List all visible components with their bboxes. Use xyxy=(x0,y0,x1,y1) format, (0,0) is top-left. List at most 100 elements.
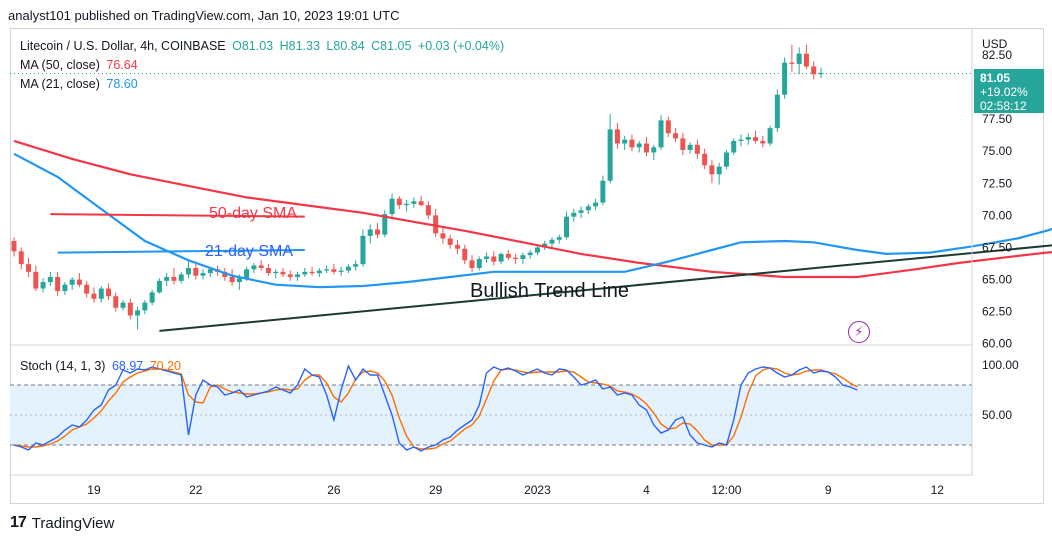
candle-body xyxy=(673,133,679,139)
ma21-line xyxy=(13,152,1052,289)
candle-body xyxy=(207,269,213,274)
candle-body xyxy=(265,267,271,274)
candle-body xyxy=(251,265,257,270)
time-tick-label: 22 xyxy=(189,483,203,497)
lightning-icon[interactable]: ⚡ xyxy=(848,321,870,343)
time-tick-label: 19 xyxy=(87,483,101,497)
price-tick-label: 72.50 xyxy=(982,176,1012,190)
candle-body xyxy=(462,248,468,261)
candle-body xyxy=(185,267,191,275)
candle-body xyxy=(571,212,577,217)
candle-body xyxy=(789,62,795,64)
candle-body xyxy=(55,276,61,292)
candle-body xyxy=(62,284,68,292)
candle-body xyxy=(796,53,802,64)
candle-body xyxy=(527,252,533,256)
candle-body xyxy=(513,257,519,260)
candle-body xyxy=(331,269,337,272)
candle-body xyxy=(382,214,388,235)
candle-body xyxy=(338,270,344,272)
legend-ma50-row: MA (50, close) 76.64 xyxy=(20,58,141,72)
candle-body xyxy=(498,253,504,262)
candle-body xyxy=(774,94,780,129)
legend-stoch-row: Stoch (14, 1, 3) 68.97 70.20 xyxy=(20,359,184,373)
candle-body xyxy=(643,143,649,153)
stoch-tick-label: 100.00 xyxy=(982,358,1019,372)
legend-ma21-row: MA (21, close) 78.60 xyxy=(20,77,141,91)
candle-body xyxy=(593,202,599,207)
candle-body xyxy=(33,271,39,289)
brand-name: TradingView xyxy=(31,514,115,532)
sma21-marker-line xyxy=(57,249,305,254)
axis-layer: 60.00 62.50 65.00 67.50 70.00 72.50 75.00 77.50… xyxy=(10,28,1019,497)
candle-body xyxy=(694,144,700,154)
ma50-line xyxy=(13,139,1052,279)
price-tick-label: 65.00 xyxy=(982,273,1012,287)
candle-body xyxy=(193,267,199,276)
candle-body xyxy=(244,269,250,279)
candle-body xyxy=(367,229,373,236)
candle-body xyxy=(164,276,170,281)
candle-body xyxy=(40,282,46,289)
candle-body xyxy=(440,233,446,239)
time-tick-label: 12:00 xyxy=(711,483,741,497)
candle-body xyxy=(454,244,460,249)
candle-body xyxy=(607,129,613,181)
candle-body xyxy=(622,139,628,144)
candle-body xyxy=(113,296,119,308)
stoch-k-line xyxy=(13,364,858,452)
candle-body xyxy=(753,137,759,141)
legend-close: C81.05 xyxy=(371,39,412,53)
price-tick-label: 70.00 xyxy=(982,208,1012,222)
candle-body xyxy=(469,260,475,268)
candle-body xyxy=(258,265,264,268)
footer-brand[interactable]: 17 TradingView xyxy=(10,514,114,532)
candle-body xyxy=(585,206,591,211)
candle-body xyxy=(295,274,301,277)
time-tick-label: 12 xyxy=(931,483,945,497)
candle-body xyxy=(723,152,729,167)
candle-body xyxy=(120,302,126,308)
time-tick-label: 26 xyxy=(327,483,341,497)
candle-body xyxy=(360,235,366,265)
legend-ma21-label: MA (21, close) xyxy=(20,77,100,91)
stochastic-panel xyxy=(10,364,972,452)
candle-body xyxy=(396,198,402,206)
candle-body xyxy=(84,284,90,294)
candle-body xyxy=(91,293,97,299)
legend-open: O81.03 xyxy=(232,39,274,53)
candle-body xyxy=(767,128,773,144)
legend-symbol: Litecoin / U.S. Dollar, 4h, COINBASE xyxy=(20,39,226,53)
tradingview-logo-icon: 17 xyxy=(10,514,27,531)
candle-body xyxy=(273,271,279,274)
sma50-annotation: 50-day SMA xyxy=(209,205,297,222)
candle-body xyxy=(447,238,453,245)
ma-layer xyxy=(13,139,1052,289)
candle-body xyxy=(353,264,359,267)
candle-body xyxy=(135,310,141,316)
price-tick-label: 60.00 xyxy=(982,337,1012,351)
legend-low: L80.84 xyxy=(326,39,365,53)
candle-body xyxy=(280,271,286,275)
candle-body xyxy=(709,165,715,175)
candle-body xyxy=(425,205,431,216)
sma21-annotation: 21-day SMA xyxy=(205,243,293,260)
candle-body xyxy=(738,139,744,141)
publish-header: analyst101 published on TradingView.com,… xyxy=(8,8,400,23)
candle-body xyxy=(687,144,693,150)
candle-body xyxy=(811,66,817,75)
candle-body xyxy=(375,229,380,235)
candle-body xyxy=(534,247,540,253)
candle-body xyxy=(716,166,722,175)
candle-body xyxy=(760,140,766,144)
candle-body xyxy=(11,241,17,252)
candle-body xyxy=(658,120,664,148)
price-tick-label: 75.00 xyxy=(982,144,1012,158)
candle-body xyxy=(520,255,526,260)
candle-body xyxy=(782,62,788,95)
candle-body xyxy=(629,139,635,148)
candle-body xyxy=(636,143,642,148)
last-price-badge: 81.05 +19.02% 02:58:12 xyxy=(974,69,1044,113)
candle-body xyxy=(229,276,235,283)
